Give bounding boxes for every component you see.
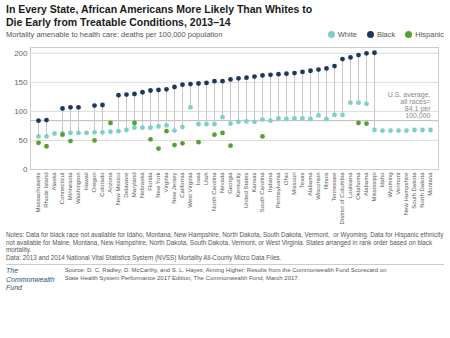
svg-text:Minnesota: Minnesota [67, 172, 73, 200]
svg-text:Vermont: Vermont [395, 172, 401, 195]
html-text:The Commonwealth Fund: The Commonwealth Fund [6, 267, 55, 292]
svg-text:New York: New York [155, 172, 161, 198]
svg-text:Utah: Utah [203, 173, 209, 186]
svg-text:Illinois: Illinois [323, 173, 329, 190]
html-text:State Health System Performanc: State Health System Performance 2017 Edi… [64, 274, 300, 281]
svg-text:Nebraska: Nebraska [139, 172, 145, 198]
svg-text:South Dakota: South Dakota [411, 172, 417, 209]
svg-text:Massachusetts: Massachusetts [35, 173, 41, 213]
svg-text:0: 0 [23, 165, 28, 174]
svg-text:Virginia: Virginia [163, 172, 169, 193]
svg-text:Kansas: Kansas [251, 173, 257, 193]
svg-text:Kentucky: Kentucky [235, 173, 241, 198]
html-text:Hispanic: Hispanic [415, 30, 444, 40]
svg-text:United States: United States [243, 173, 249, 209]
svg-text:California: California [179, 172, 185, 198]
html-text:Black: Black [376, 30, 396, 40]
svg-text:South Carolina: South Carolina [259, 172, 265, 212]
svg-text:U.S. average,all races=84.1 pe: U.S. average,all races=84.1 per100,000 [388, 91, 431, 119]
svg-text:Ohio: Ohio [283, 172, 289, 185]
svg-text:Iowa: Iowa [195, 172, 201, 185]
svg-text:Maryland: Maryland [131, 173, 137, 198]
svg-text:Wyoming: Wyoming [387, 173, 393, 198]
svg-text:Pennsylvania: Pennsylvania [275, 172, 281, 208]
svg-text:150: 150 [14, 78, 28, 87]
svg-text:Indiana: Indiana [267, 172, 273, 192]
svg-text:Louisiana: Louisiana [347, 172, 353, 198]
svg-text:Texas: Texas [299, 173, 305, 189]
svg-text:Hawaii: Hawaii [83, 173, 89, 191]
svg-text:Colorado: Colorado [99, 172, 105, 197]
svg-text:Georgia: Georgia [227, 172, 233, 194]
svg-text:New Jersey: New Jersey [171, 173, 177, 204]
svg-text:New Mexico: New Mexico [115, 172, 121, 205]
svg-text:Mississippi: Mississippi [371, 173, 377, 202]
svg-text:100: 100 [14, 107, 28, 116]
svg-text:North Dakota: North Dakota [419, 172, 425, 208]
svg-text:Arizona: Arizona [107, 172, 113, 193]
html-text:Data: 2013 and 2014 National V: Data: 2013 and 2014 National Vital Stati… [6, 253, 282, 261]
svg-text:Nevada: Nevada [219, 172, 225, 193]
html-text:Notes: Data for black race not: Notes: Data for black race not available… [6, 231, 444, 239]
svg-text:Tennessee: Tennessee [331, 172, 337, 202]
svg-text:Montana: Montana [427, 172, 433, 196]
svg-text:Idaho: Idaho [379, 172, 385, 188]
svg-text:Alaska: Alaska [51, 172, 57, 191]
svg-text:West Virginia: West Virginia [187, 172, 193, 208]
svg-text:Delaware: Delaware [123, 172, 129, 198]
svg-text:District of Columbia: District of Columbia [339, 172, 345, 225]
svg-text:Rhode Island: Rhode Island [43, 173, 49, 208]
html-text:not available for Maine, Monta: not available for Maine, Montana, New Ha… [6, 238, 433, 246]
html-text:In Every State, African Americ: In Every State, African Americans More L… [6, 3, 313, 28]
svg-text:Missouri: Missouri [291, 173, 297, 195]
svg-text:Washington: Washington [75, 173, 81, 204]
svg-text:Alabama: Alabama [307, 172, 313, 196]
html-text:White: White [337, 30, 357, 40]
html-text:Mortality amenable to health c: Mortality amenable to health care: death… [6, 30, 223, 40]
svg-text:New Hampshire: New Hampshire [403, 172, 409, 215]
svg-text:Wisconsin: Wisconsin [315, 173, 321, 200]
svg-text:Oregon: Oregon [91, 173, 97, 193]
svg-text:Connecticut: Connecticut [59, 172, 65, 204]
svg-text:Alabama: Alabama [363, 172, 369, 196]
svg-text:200: 200 [14, 49, 28, 58]
svg-text:50: 50 [19, 136, 28, 145]
svg-text:Oklahoma: Oklahoma [355, 172, 361, 200]
html-text:mortality.: mortality. [6, 246, 32, 254]
html-text:Source: D. C. Radley, D. McCar: Source: D. C. Radley, D. McCarthy, and S… [64, 267, 387, 274]
svg-text:North Carolina: North Carolina [211, 172, 217, 211]
svg-text:Florida: Florida [147, 172, 153, 191]
